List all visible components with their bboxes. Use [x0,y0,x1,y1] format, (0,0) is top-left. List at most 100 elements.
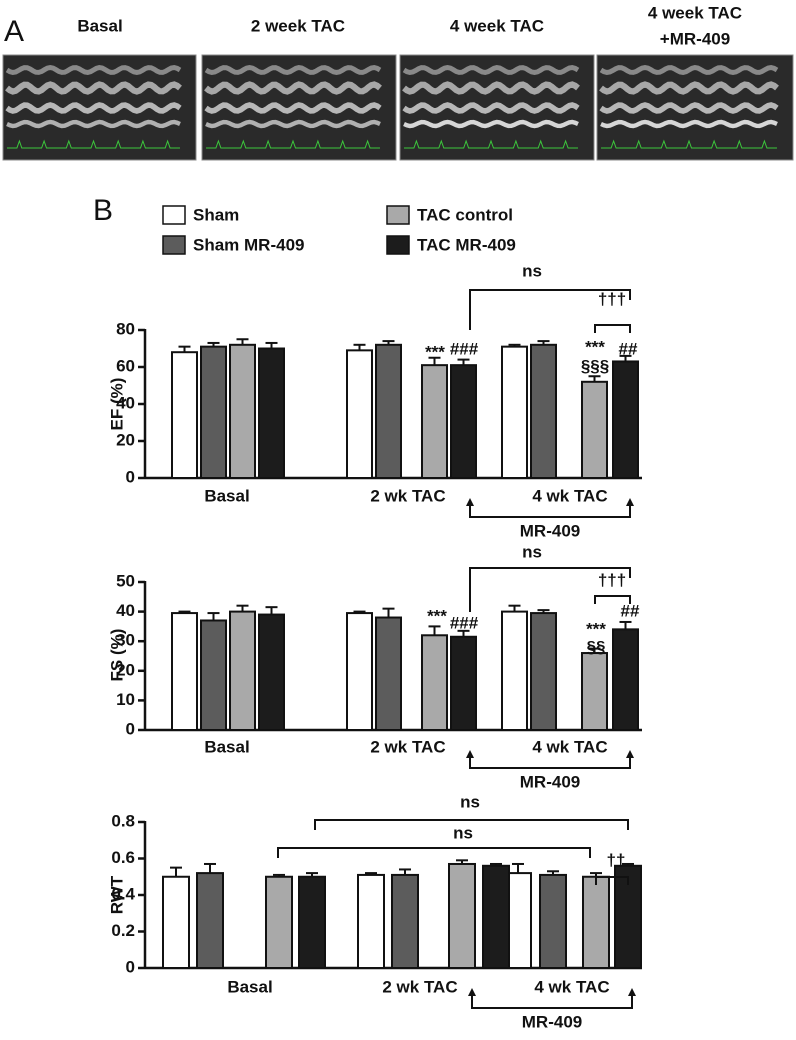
bar [298,875,326,969]
y-tick-label: 80 [116,319,135,338]
bar [482,864,510,969]
echo-band [6,119,181,129]
y-axis-label: FS (%) [107,629,126,682]
arrowhead [466,498,474,506]
bar [391,873,419,969]
arrowhead [628,988,636,996]
bar [346,349,373,480]
echo-band [599,102,779,114]
annotation: §§§ [581,356,609,375]
bar [265,875,293,969]
y-tick-label: 0.4 [111,884,135,903]
treatment-bracket [469,752,631,769]
legend-label: Sham MR-409 [193,235,304,254]
bar [612,360,639,480]
annotation: ## [621,601,640,620]
significance-bracket [594,324,631,333]
annotation: *** [425,342,445,361]
bar [530,343,557,479]
panel-label: A [4,15,24,48]
x-tick-label: 4 wk TAC [532,486,607,505]
bar [421,634,448,732]
arrowhead [626,498,634,506]
y-tick-label: 0.8 [111,811,135,830]
image-title: +MR-409 [660,29,730,48]
y-tick-label: 0 [126,467,135,486]
bar [162,875,190,969]
image-title: 2 week TAC [251,16,345,35]
arrowhead [626,750,634,758]
y-axis-label: RWT [107,875,126,914]
legend-swatch [386,235,410,255]
echo-band [5,81,182,95]
y-tick-label: 0 [126,957,135,976]
annotation: ns [460,792,480,811]
annotation: *** [427,606,447,625]
annotation: *** [585,337,605,356]
bar [346,612,373,732]
image-title: Basal [77,16,122,35]
y-tick-label: 10 [116,690,135,709]
legend-label: Sham [193,205,239,224]
bar [200,345,227,479]
y-tick-label: 0.6 [111,848,135,867]
ecg-trace [206,139,380,149]
significance-bracket [594,595,631,604]
bar [375,616,402,732]
y-tick-label: 40 [116,393,135,412]
x-tick-label: 2 wk TAC [370,737,445,756]
significance-bracket [469,567,631,612]
bar [258,613,285,731]
y-tick-label: 50 [116,571,135,590]
bar [229,343,256,479]
bar [501,345,528,479]
bar [501,610,528,731]
bar [258,347,285,479]
echo-band [402,102,580,114]
x-tick-label: 4 wk TAC [532,737,607,756]
echo-band [403,119,579,129]
legend-swatch [162,205,186,225]
bar [171,612,198,732]
annotation: *** [586,619,606,638]
bar [448,862,476,969]
bar [612,628,639,731]
annotation: §§ [587,637,606,656]
treatment-label: MR-409 [520,772,580,791]
image-title: 4 week TAC [648,3,742,22]
annotation: ††† [598,570,626,589]
echo-band [5,64,182,76]
echo-band [5,102,182,114]
annotation: ### [450,613,479,632]
y-tick-label: 40 [116,601,135,620]
bar [530,612,557,732]
legend-label: TAC MR-409 [417,235,516,254]
bar [450,364,477,479]
echo-band [599,81,779,95]
bar [581,652,608,731]
arrowhead [466,750,474,758]
significance-bracket [277,847,591,858]
significance-bracket [314,819,629,830]
echo-band [204,81,382,95]
ecg-trace [404,139,578,149]
ecg-trace [601,139,777,149]
echo-band [204,64,382,76]
bar [229,610,256,731]
treatment-bracket [469,500,631,518]
annotation: ### [450,339,479,358]
treatment-bracket [471,990,633,1009]
legend-swatch [386,205,410,225]
bar [196,872,224,969]
significance-bracket [469,289,631,330]
annotation: ns [522,542,542,561]
y-tick-label: 20 [116,430,135,449]
bar [539,873,567,969]
x-tick-label: Basal [227,977,272,996]
annotation: ns [453,823,473,842]
y-tick-label: 0 [126,719,135,738]
x-tick-label: 2 wk TAC [370,486,445,505]
bar [581,380,608,479]
